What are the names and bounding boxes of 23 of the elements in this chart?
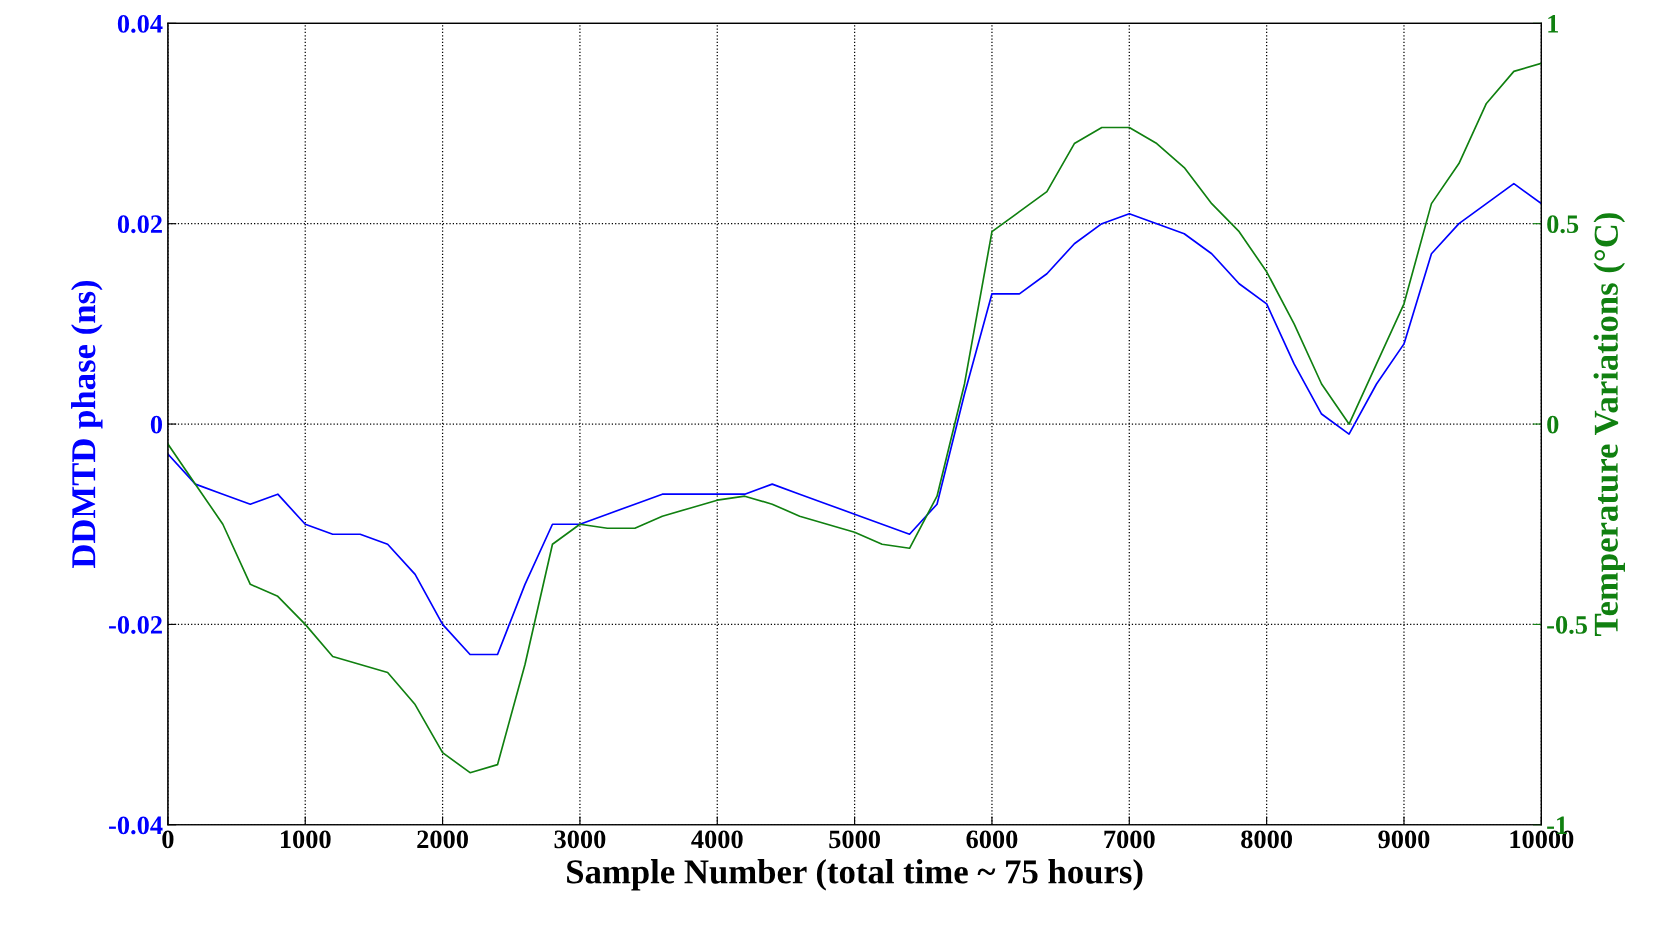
y2-tick-label: 0.5 — [1547, 215, 1579, 234]
y2-tick-label: 0 — [1547, 415, 1559, 434]
y-tick-label: -0.02 — [109, 616, 162, 634]
x-tick-label: 2000 — [417, 830, 468, 849]
x-tick-label: 8000 — [1241, 830, 1293, 849]
x-tick-label: 4000 — [691, 830, 743, 849]
x-tick-label: 1000 — [280, 830, 331, 849]
y2-tick-label: -0.5 — [1547, 616, 1587, 634]
x-tick-label: 3000 — [554, 830, 606, 849]
y-tick-label: 0.04 — [117, 14, 163, 33]
line-series — [167, 62, 1542, 774]
y-axis-title: DDMTD phase (ns) — [71, 280, 103, 569]
y-tick-label: 0 — [150, 415, 163, 434]
x-tick-label: 9000 — [1378, 830, 1430, 849]
x-tick-label: 7000 — [1104, 830, 1155, 849]
y-tick-label: -0.04 — [109, 816, 163, 835]
x-tick-label: 5000 — [829, 830, 880, 849]
x-axis-title: Sample Number (total time ~ 75 hours) — [567, 859, 1143, 891]
line-series — [167, 182, 1542, 656]
x-tick-label: 6000 — [966, 830, 1018, 849]
y-tick-label: 0.02 — [117, 215, 162, 234]
y2-tick-label: 1 — [1548, 15, 1559, 33]
y2-axis-title: Temperature Variations (°C) — [1593, 213, 1625, 636]
